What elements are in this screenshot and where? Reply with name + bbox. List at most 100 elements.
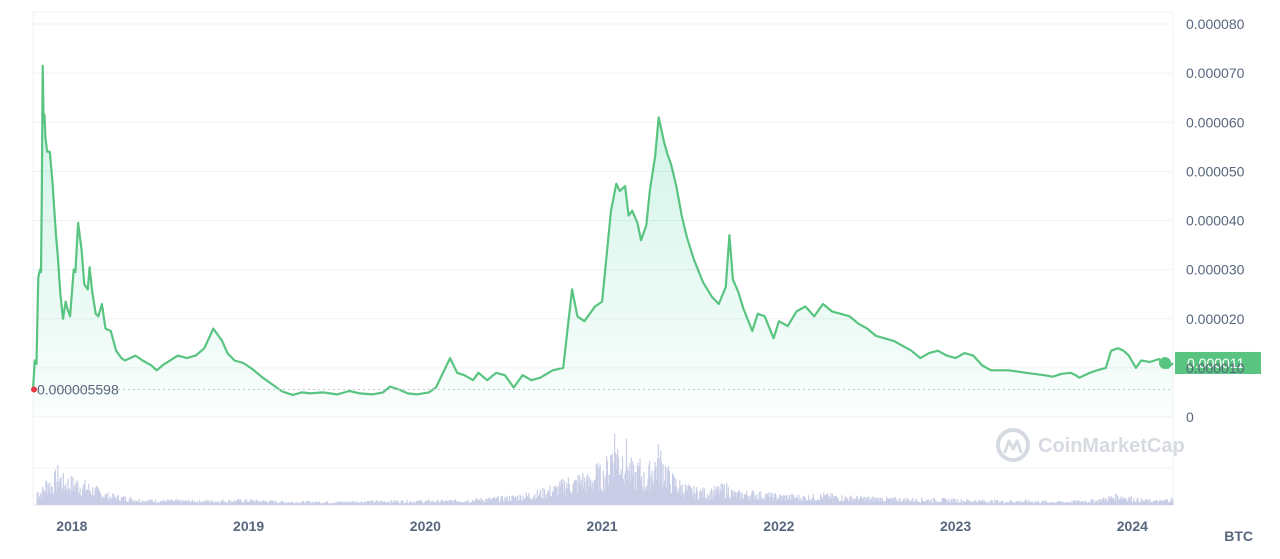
volume-bar — [755, 499, 757, 505]
volume-bar — [422, 503, 424, 505]
volume-bar — [174, 500, 177, 505]
volume-bar — [376, 501, 378, 505]
volume-bar — [303, 503, 305, 505]
chart-grid — [32, 11, 1174, 506]
y-tick-label: 0.000080 — [1186, 16, 1245, 32]
volume-bar — [573, 482, 575, 505]
volume-bar — [373, 502, 375, 505]
volume-bar — [1113, 498, 1115, 505]
volume-bar — [757, 500, 760, 505]
volume-bar — [344, 503, 346, 505]
volume-bar — [993, 503, 995, 505]
volume-bar — [268, 503, 270, 505]
volume-bar — [101, 496, 103, 505]
volume-bar — [160, 501, 162, 505]
volume-bar — [838, 501, 840, 505]
volume-bar — [190, 501, 192, 505]
volume-bar — [867, 498, 869, 505]
volume-bar — [280, 500, 282, 505]
volume-bar — [423, 503, 425, 505]
volume-bar — [353, 503, 355, 505]
volume-bar — [839, 500, 841, 505]
volume-bar — [73, 491, 76, 505]
y-tick-label: 0.000030 — [1186, 262, 1245, 278]
volume-bar — [729, 499, 731, 505]
volume-bar — [893, 498, 896, 505]
volume-bar — [81, 496, 83, 505]
volume-bar — [759, 498, 761, 505]
volume-bar — [522, 495, 524, 505]
volume-bar — [1088, 502, 1090, 505]
volume-bar — [260, 501, 262, 505]
volume-bar — [425, 500, 427, 505]
volume-bar — [159, 503, 161, 505]
volume-bar — [1011, 501, 1013, 505]
volume-bar — [1074, 502, 1076, 505]
volume-bar — [333, 502, 335, 505]
volume-bar — [700, 491, 702, 505]
y-tick-label: 0.000020 — [1186, 311, 1245, 327]
volume-bar — [768, 492, 770, 505]
volume-bar — [621, 456, 624, 505]
volume-bar — [691, 488, 693, 505]
volume-bar — [537, 496, 539, 505]
volume-bar — [866, 497, 869, 505]
volume-bar — [963, 502, 965, 505]
volume-bar — [940, 501, 942, 505]
y-tick-label: 0.000040 — [1186, 213, 1245, 229]
volume-bar — [833, 496, 835, 505]
volume-bar — [134, 500, 136, 505]
volume-bar — [664, 465, 667, 505]
volume-bar — [741, 492, 743, 505]
volume-bar — [236, 500, 238, 505]
volume-bar — [773, 501, 775, 505]
volume-bar — [844, 496, 846, 505]
volume-bar — [847, 501, 849, 505]
volume-bar — [257, 502, 259, 505]
volume-bar — [163, 499, 165, 505]
volume-bar — [611, 453, 613, 505]
volume-bar — [356, 501, 358, 505]
volume-bar — [324, 502, 326, 505]
volume-bar — [201, 502, 203, 505]
volume-bar — [65, 483, 67, 505]
volume-bar — [429, 502, 431, 505]
volume-bar — [186, 501, 188, 505]
volume-bar — [225, 501, 227, 505]
volume-bar — [695, 493, 697, 505]
volume-bar — [862, 497, 865, 505]
volume-bar — [901, 501, 903, 505]
volume-bar — [792, 495, 795, 505]
volume-bar — [739, 499, 741, 505]
volume-bar — [265, 501, 267, 505]
volume-bar — [1037, 501, 1039, 505]
volume-bar — [114, 497, 116, 505]
volume-bar — [427, 499, 429, 505]
volume-bar — [819, 499, 821, 505]
volume-bar — [370, 500, 372, 505]
volume-bar — [796, 495, 798, 505]
volume-bar — [241, 502, 243, 505]
volume-bar — [1018, 502, 1020, 505]
volume-bar — [873, 501, 875, 505]
volume-bar — [397, 500, 399, 505]
volume-bar — [322, 502, 324, 505]
volume-bar — [706, 498, 708, 505]
volume-bar — [1127, 497, 1129, 505]
volume-bar — [276, 502, 278, 505]
volume-bar — [1046, 502, 1048, 505]
volume-bar — [851, 497, 853, 505]
volume-bar — [619, 475, 621, 505]
volume-bar — [474, 499, 476, 505]
volume-bar — [715, 494, 717, 505]
volume-bar — [1123, 497, 1125, 505]
volume-bar — [340, 502, 342, 505]
volume-bar — [771, 492, 773, 505]
volume-bar — [353, 501, 356, 505]
volume-bar — [521, 499, 523, 505]
volume-bar — [1072, 503, 1074, 505]
volume-bar — [152, 502, 154, 505]
volume-bar — [742, 499, 744, 505]
volume-bar — [984, 501, 986, 505]
volume-bar — [800, 498, 802, 505]
